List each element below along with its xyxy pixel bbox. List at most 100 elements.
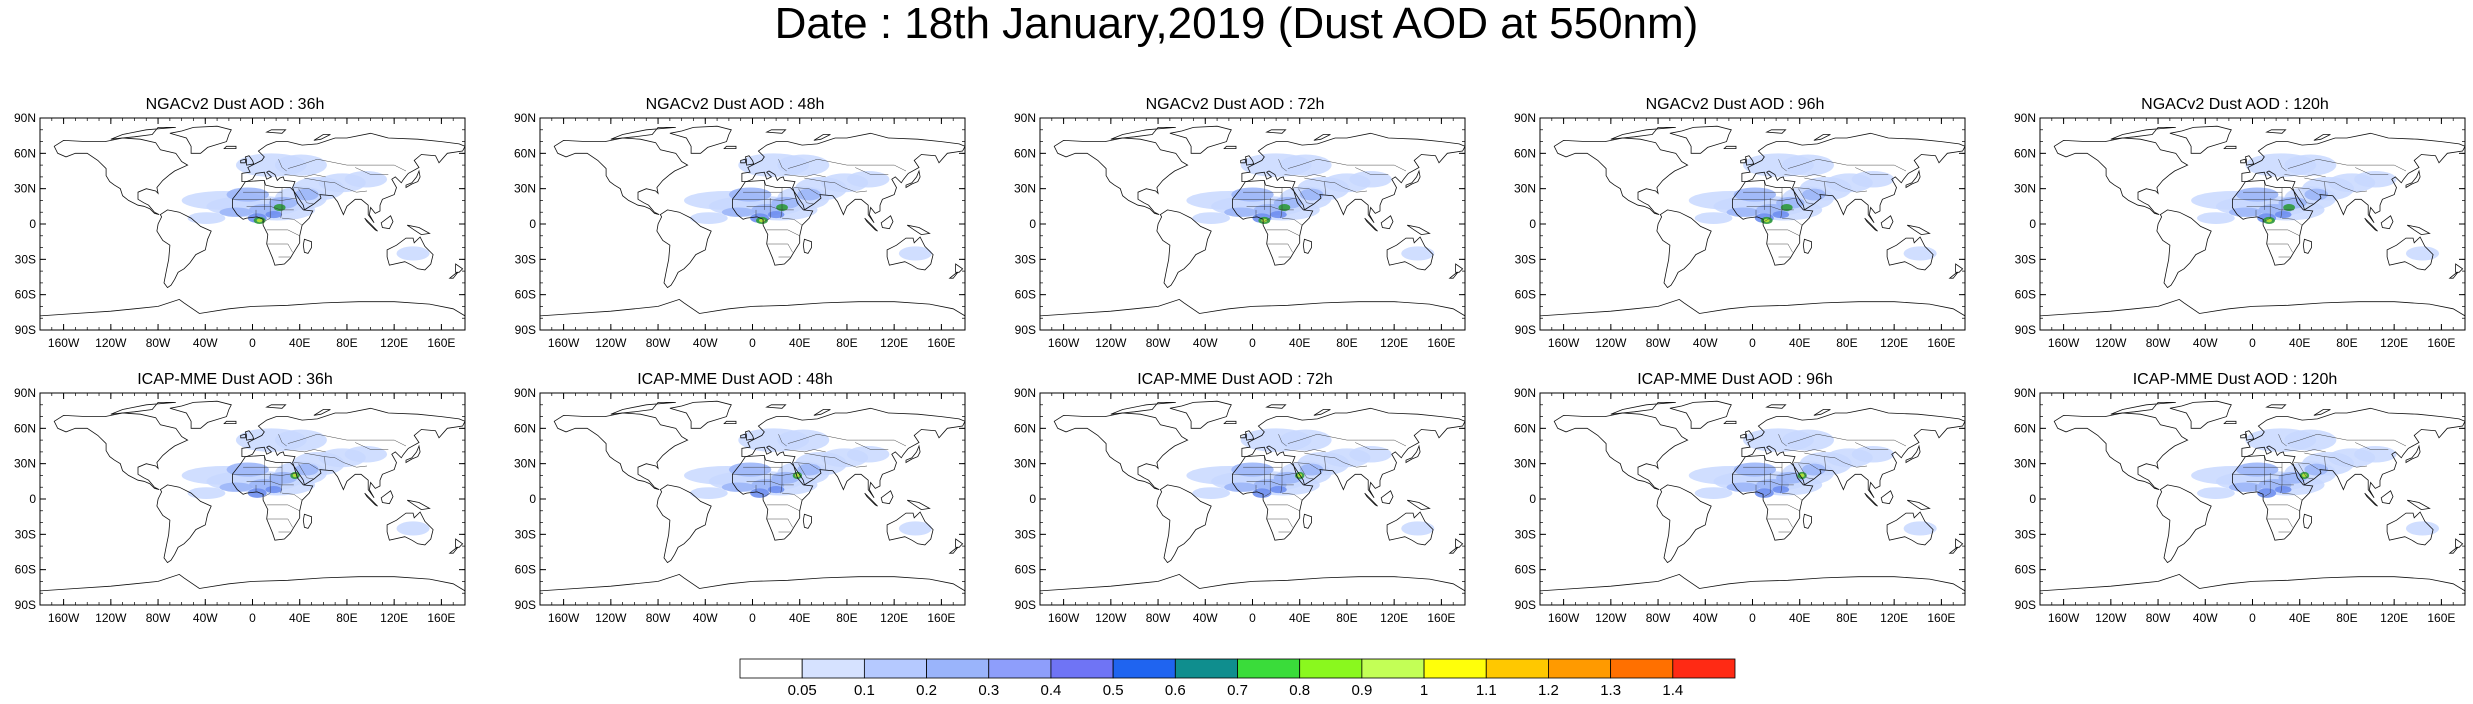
panel-title: ICAP-MME Dust AOD : 72h <box>1137 371 1333 388</box>
coastline <box>740 433 746 439</box>
map-panel: NGACv2 Dust AOD : 96h 90N 60N 30N 0 30S 60S 90S… <box>1500 96 1970 350</box>
country-border <box>855 167 889 175</box>
dust-aod-area <box>1772 211 1790 219</box>
dust-aod-area <box>1231 187 1274 202</box>
coastline <box>2156 484 2212 564</box>
country-border <box>266 504 300 512</box>
country-border <box>1334 457 1368 468</box>
coastline <box>948 546 959 554</box>
lat-label: 30N <box>1014 457 1036 471</box>
lat-label: 30N <box>1014 182 1036 196</box>
coastline <box>1244 430 1255 441</box>
coastline <box>1231 454 1314 541</box>
lon-label: 80E <box>1336 611 1357 625</box>
coastline <box>1886 511 1934 546</box>
colorbar-box <box>1050 658 1114 679</box>
country-border <box>798 188 814 205</box>
coastline <box>1455 263 1464 273</box>
dust-aod-area <box>2304 188 2329 201</box>
country-border <box>793 462 819 470</box>
lon-label: 80W <box>146 611 171 625</box>
lon-label: 80W <box>646 611 671 625</box>
main-title: Date : 18th January,2019 (Dust AOD at 55… <box>774 0 1699 48</box>
coastline <box>1802 513 1812 529</box>
coastline <box>1223 145 1237 149</box>
map-svg: 90N 60N 30N 0 30S 60S 90S 160W 120W 80W 40W 0 40E 80E… <box>2014 111 2466 350</box>
map-svg: 90N 60N 30N 0 30S 60S 90S 160W 120W 80W 40W 0 40E 80E… <box>14 111 466 350</box>
dust-aod-area <box>771 471 800 484</box>
lat-label: 90N <box>1014 386 1036 400</box>
country-border <box>2281 217 2303 226</box>
coastline <box>864 492 878 507</box>
country-border <box>1798 463 1814 480</box>
coastline <box>1540 573 1965 592</box>
coastline <box>386 236 434 271</box>
dust-aod-area <box>273 203 286 212</box>
lat-label: 60S <box>1515 288 1536 302</box>
coastline <box>610 126 676 140</box>
country-border <box>281 492 303 501</box>
coastline <box>955 538 964 548</box>
lat-label: 90N <box>2014 111 2036 125</box>
coastline <box>1905 169 1921 189</box>
coastline <box>2241 132 2465 224</box>
lon-label: 160W <box>548 611 580 625</box>
colorbar-legend: 0.05 0.1 0.2 0.3 0.4 0.5 0.6 0.7 0.8 0.9 1 1.1 1.2 1.… <box>739 658 1736 699</box>
country-border <box>834 457 868 468</box>
coastline <box>1610 126 1676 140</box>
country-border <box>1232 197 1297 201</box>
lon-label: 40E <box>1289 336 1310 350</box>
lon-label: 160E <box>427 336 455 350</box>
dust-aod-area <box>689 487 728 499</box>
coastline <box>905 444 921 464</box>
coastline <box>1240 433 1246 439</box>
coastline <box>1380 490 1394 505</box>
coastline <box>406 499 431 511</box>
map-frame <box>539 392 966 606</box>
dust-aod-area <box>1851 446 1895 463</box>
map-panel: ICAP-MME Dust AOD : 120h 90N 60N 30N 0 30S 60S… <box>2000 371 2470 625</box>
coastline <box>231 179 314 266</box>
coastline <box>1169 400 1232 429</box>
colorbar-box <box>863 658 927 679</box>
lon-label: 120W <box>1095 611 1127 625</box>
map-frame <box>1539 392 1966 606</box>
coastline <box>241 407 465 499</box>
dust-aod-area <box>1776 471 1805 484</box>
coastline <box>1813 134 1831 141</box>
dust-aod-area <box>797 188 821 201</box>
dust-aod-area <box>295 188 319 201</box>
lat-label: 90N <box>1514 386 1536 400</box>
country-border <box>766 243 793 253</box>
coastline <box>802 238 812 254</box>
lon-label: 160E <box>1427 611 1455 625</box>
coastline <box>1241 407 1465 499</box>
country-border <box>2355 442 2389 450</box>
dust-aod-area <box>777 154 830 176</box>
lon-label: 160W <box>2048 611 2080 625</box>
country-border <box>2334 182 2368 193</box>
lon-label: 40W <box>1193 336 1218 350</box>
coastline <box>265 404 287 409</box>
country-border <box>1293 462 1319 470</box>
country-border <box>784 174 826 178</box>
lat-label: 60S <box>1015 288 1036 302</box>
dust-aod-area <box>846 171 890 188</box>
coastline <box>405 444 421 464</box>
country-border <box>1824 181 1826 195</box>
lon-label: 160E <box>1427 336 1455 350</box>
colorbar-box <box>1672 658 1736 679</box>
panel-title: NGACv2 Dust AOD : 72h <box>1145 96 1325 113</box>
country-border <box>2355 167 2389 175</box>
country-border <box>1766 518 1793 528</box>
dust-aod-area <box>1349 171 1392 188</box>
country-border <box>2287 158 2407 172</box>
country-border <box>1264 473 1271 497</box>
map-frame <box>1039 392 1466 606</box>
coastline <box>2231 179 2314 266</box>
dust-aod-area <box>2284 154 2337 176</box>
coastline <box>2313 134 2331 141</box>
lat-label: 30S <box>1515 252 1536 266</box>
coastline <box>40 298 465 317</box>
map-panel: NGACv2 Dust AOD : 72h 90N 60N 30N 0 30S 60S 90S… <box>1000 96 1470 350</box>
